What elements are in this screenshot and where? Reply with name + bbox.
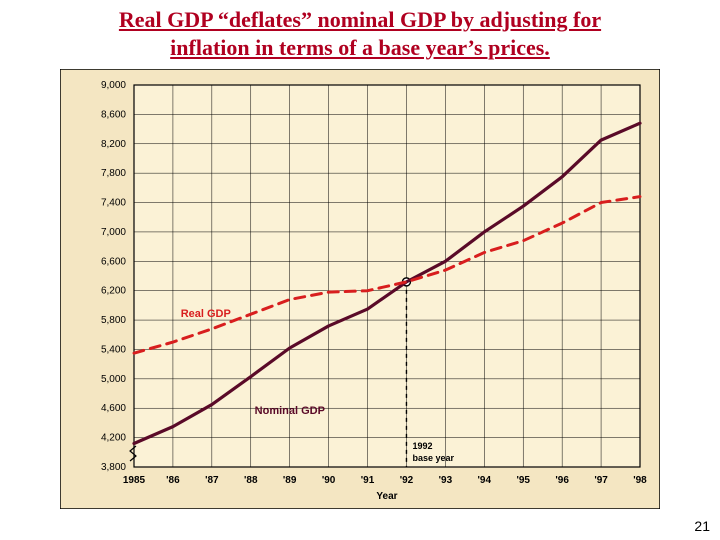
svg-text:'86: '86: [166, 475, 180, 486]
svg-text:9,000: 9,000: [101, 80, 126, 91]
svg-text:'90: '90: [322, 475, 336, 486]
svg-text:'94: '94: [478, 475, 492, 486]
svg-text:Year: Year: [376, 491, 397, 502]
svg-text:5,000: 5,000: [101, 374, 126, 385]
svg-text:7,000: 7,000: [101, 227, 126, 238]
svg-text:1992: 1992: [412, 441, 432, 451]
svg-text:'93: '93: [439, 475, 453, 486]
slide-title-line2: inflation in terms of a base year’s pric…: [170, 35, 550, 60]
svg-text:'97: '97: [594, 475, 608, 486]
svg-text:'87: '87: [205, 475, 219, 486]
svg-text:Nominal GDP: Nominal GDP: [255, 405, 325, 417]
svg-text:'89: '89: [283, 475, 297, 486]
svg-text:7,400: 7,400: [101, 198, 126, 209]
svg-text:1985: 1985: [123, 475, 146, 486]
svg-text:'95: '95: [516, 475, 530, 486]
svg-text:5,400: 5,400: [101, 344, 126, 355]
svg-text:'96: '96: [555, 475, 569, 486]
svg-text:7,800: 7,800: [101, 168, 126, 179]
svg-text:base year: base year: [412, 453, 454, 463]
svg-text:'98: '98: [633, 475, 647, 486]
page-number: 21: [694, 518, 710, 534]
svg-text:6,200: 6,200: [101, 286, 126, 297]
svg-text:'92: '92: [400, 475, 414, 486]
svg-text:6,600: 6,600: [101, 256, 126, 267]
svg-text:4,600: 4,600: [101, 403, 126, 414]
slide-title-line1: Real GDP “deflates” nominal GDP by adjus…: [119, 7, 601, 32]
svg-text:5,800: 5,800: [101, 315, 126, 326]
chart-container: 3,800 4,200 4,600 5,000 5,400 5,800 6,200 6,600…: [60, 69, 660, 509]
svg-text:Real GDP: Real GDP: [181, 308, 231, 320]
svg-text:3,800: 3,800: [101, 462, 126, 473]
svg-text:'91: '91: [361, 475, 375, 486]
svg-text:'88: '88: [244, 475, 258, 486]
slide-title: Real GDP “deflates” nominal GDP by adjus…: [0, 0, 720, 61]
svg-text:8,600: 8,600: [101, 109, 126, 120]
svg-text:8,200: 8,200: [101, 139, 126, 150]
svg-text:4,200: 4,200: [101, 433, 126, 444]
gdp-chart: 3,800 4,200 4,600 5,000 5,400 5,800 6,200 6,600…: [60, 69, 660, 509]
